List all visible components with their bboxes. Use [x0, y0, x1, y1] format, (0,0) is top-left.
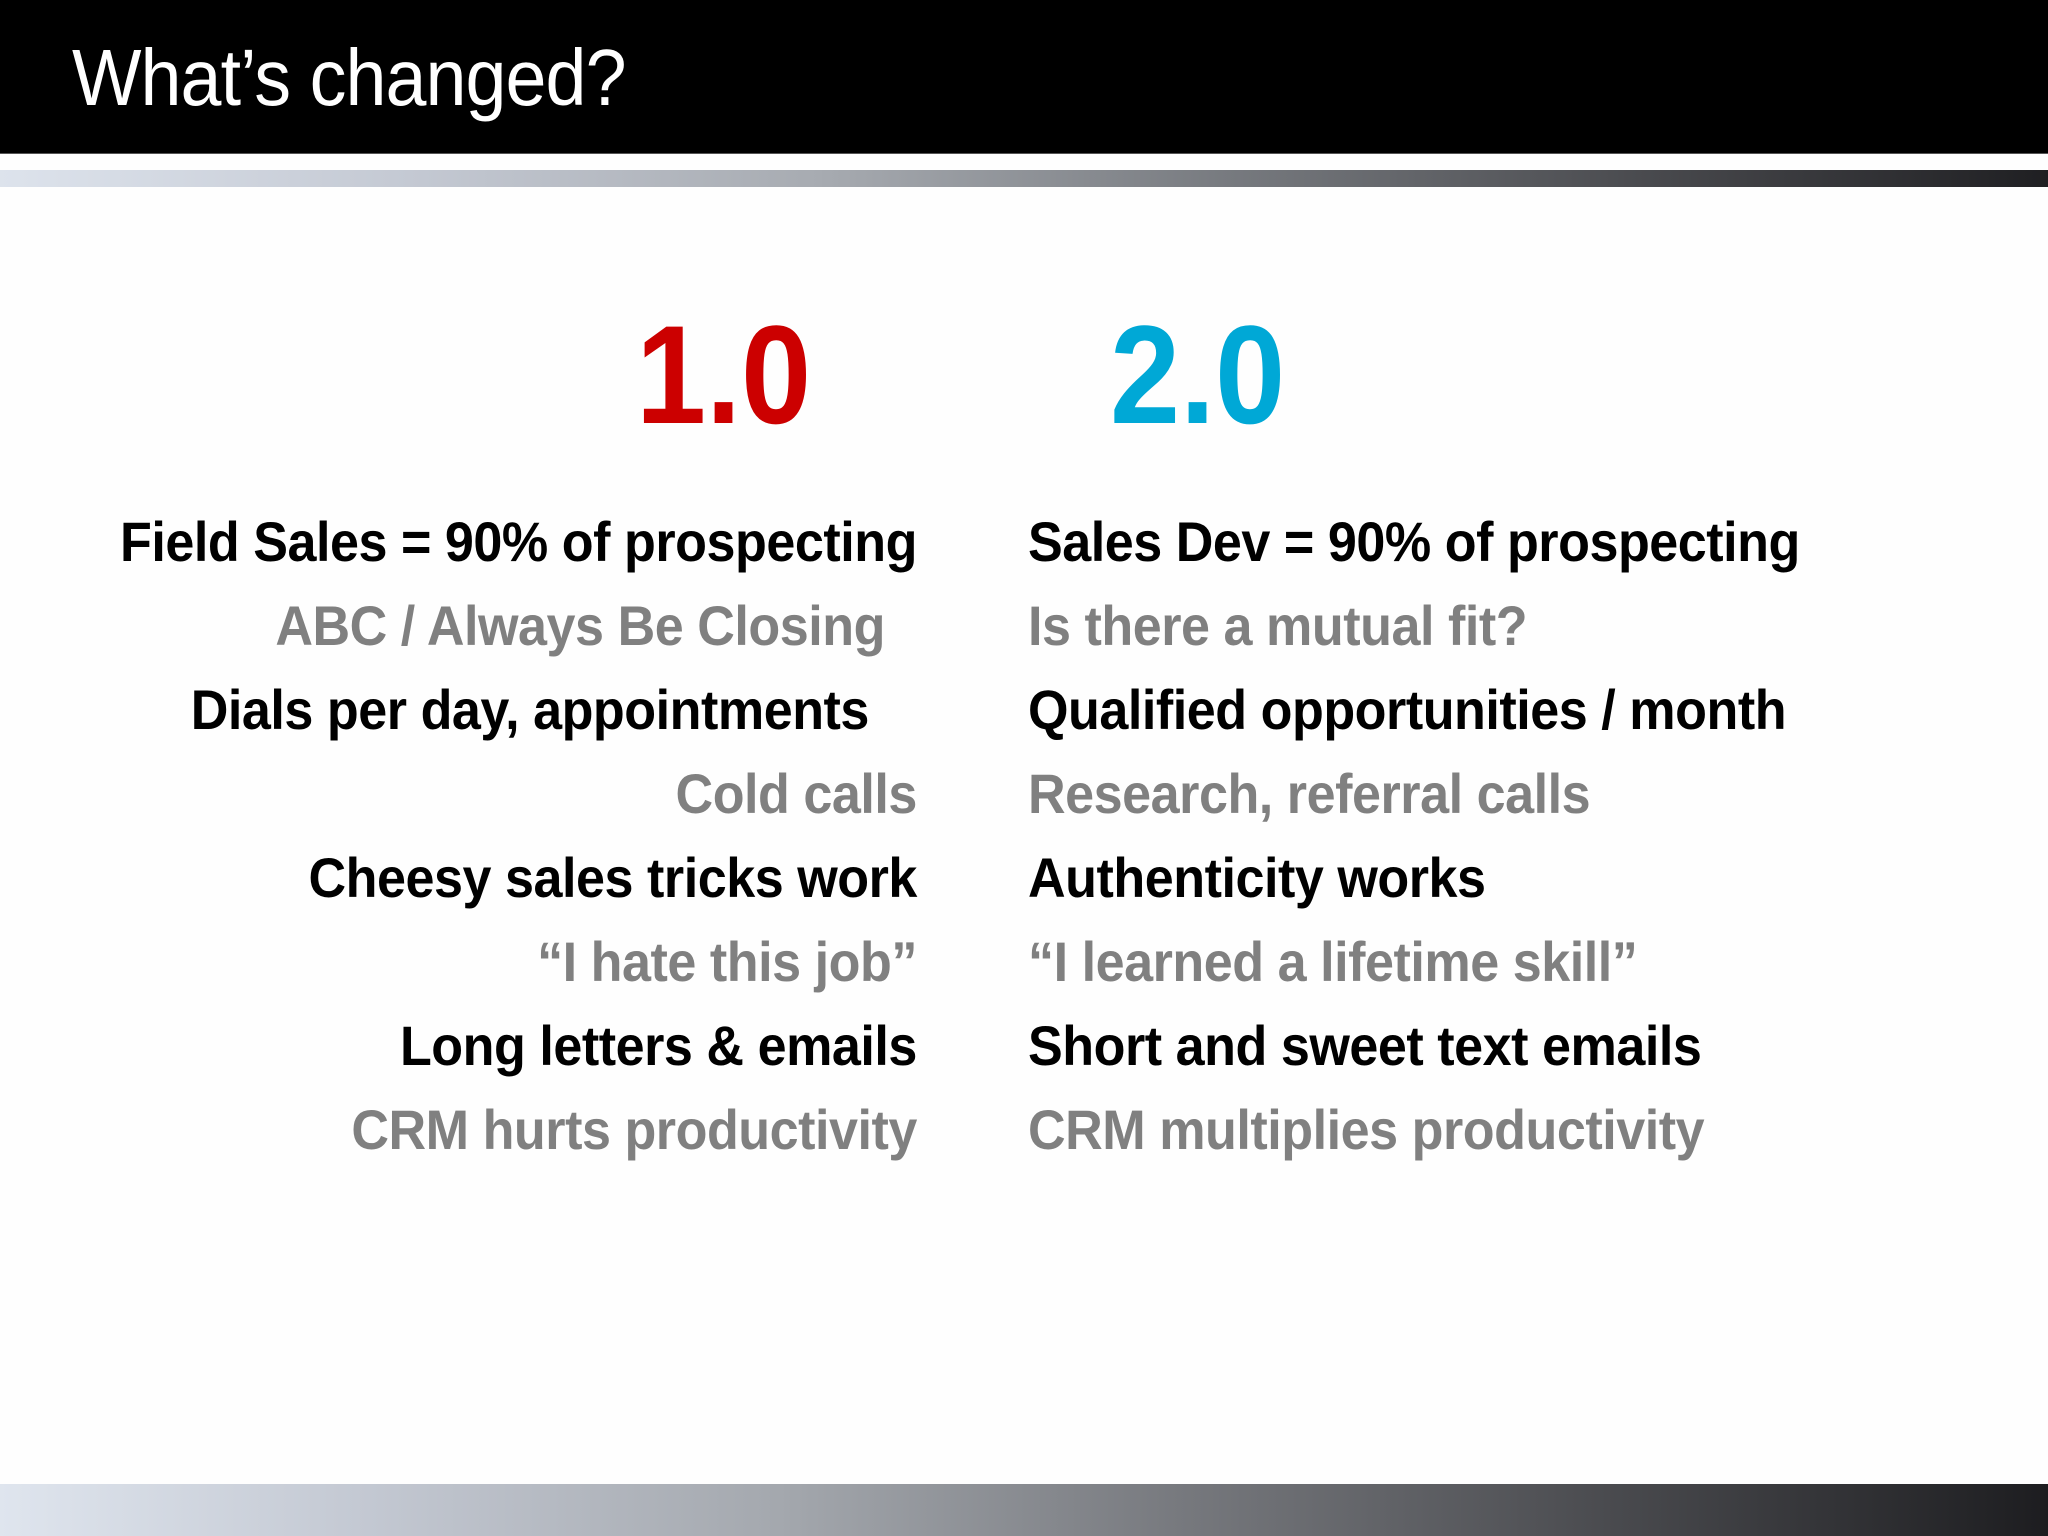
title-bar: What’s changed? — [0, 0, 2048, 154]
slide-title: What’s changed? — [72, 33, 627, 122]
new-item-mutual-fit: Is there a mutual fit? — [1028, 594, 1528, 657]
old-item-abc: ABC / Always Be Closing — [275, 594, 885, 657]
version-2-heading: 2.0 — [1110, 296, 1286, 453]
header-gradient-divider — [0, 170, 2048, 187]
new-item-authenticity: Authenticity works — [1028, 846, 1486, 909]
old-item-quote: “I hate this job” — [537, 930, 917, 993]
version-1-heading: 1.0 — [636, 296, 812, 453]
new-item-crm: CRM multiplies productivity — [1028, 1098, 1705, 1161]
new-item-emails: Short and sweet text emails — [1028, 1014, 1702, 1077]
old-item-dials: Dials per day, appointments — [190, 678, 870, 741]
new-item-research: Research, referral calls — [1028, 762, 1591, 825]
new-item-opportunities: Qualified opportunities / month — [1028, 678, 1787, 741]
old-item-cold-calls: Cold calls — [675, 762, 918, 825]
old-item-emails: Long letters & emails — [400, 1014, 917, 1077]
old-approach-column: Field Sales = 90% of prospecting ABC / A… — [60, 500, 917, 1172]
footer-gradient-bar — [0, 1484, 2048, 1536]
old-item-sales-tricks: Cheesy sales tricks work — [308, 846, 918, 909]
new-item-prospecting: Sales Dev = 90% of prospecting — [1028, 510, 1800, 573]
old-item-crm: CRM hurts productivity — [351, 1098, 917, 1161]
new-approach-column: Sales Dev = 90% of prospecting Is there … — [1028, 500, 1858, 1172]
new-item-quote: “I learned a lifetime skill” — [1028, 930, 1638, 993]
old-item-prospecting: Field Sales = 90% of prospecting — [120, 510, 917, 573]
